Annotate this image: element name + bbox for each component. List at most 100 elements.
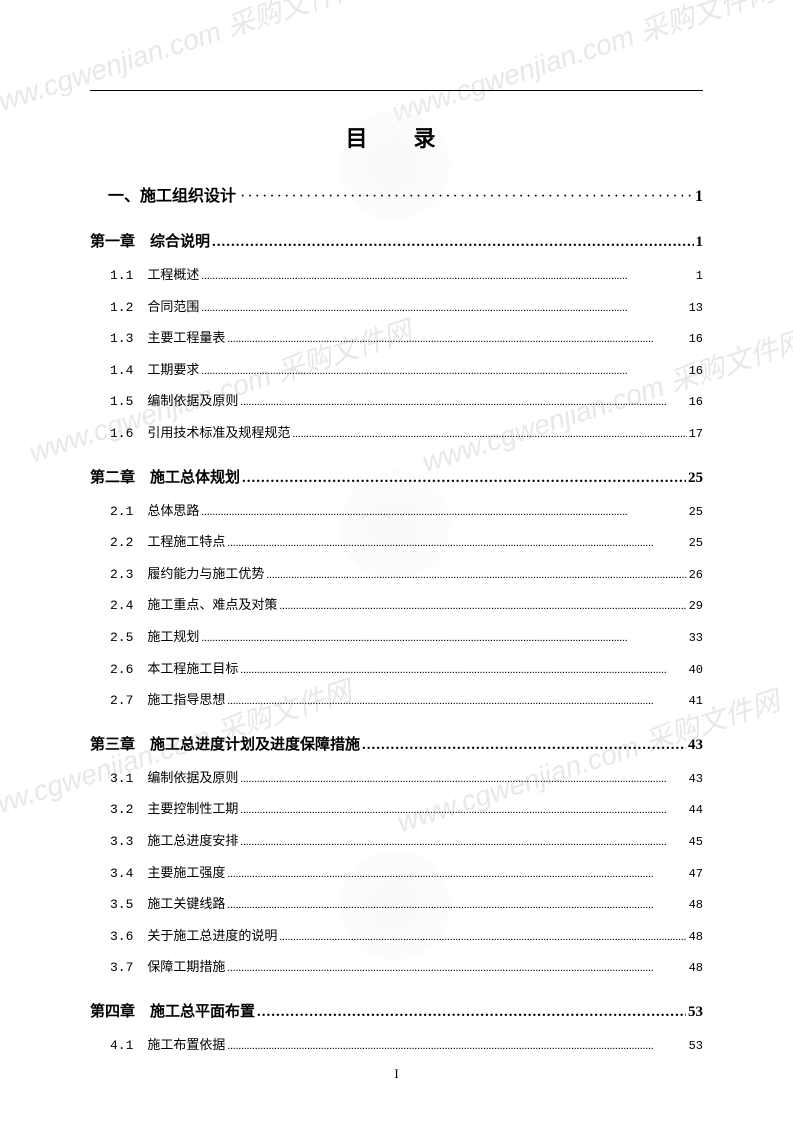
subitem-number: 2.2 bbox=[110, 529, 133, 558]
toc-chapter: 第二章 施工总体规划 .............................… bbox=[90, 463, 703, 493]
subitem-label: 主要控制性工期 bbox=[147, 795, 238, 824]
subitem-number: 3.5 bbox=[110, 891, 133, 920]
chapter-page: 43 bbox=[688, 730, 703, 760]
subitem-label: 施工布置依据 bbox=[147, 1031, 225, 1060]
subitem-number: 1.6 bbox=[110, 420, 133, 449]
subitem-page: 1 bbox=[696, 263, 703, 289]
subitem-page: 53 bbox=[689, 1033, 703, 1059]
subitem-page: 43 bbox=[689, 766, 703, 792]
toc-subitem: 2.1总体思路.................................… bbox=[90, 497, 703, 527]
subitem-label: 施工规划 bbox=[147, 623, 199, 652]
subitem-page: 47 bbox=[689, 861, 703, 887]
leader-dots: ........................................… bbox=[240, 830, 686, 854]
subitem-label: 施工总进度安排 bbox=[147, 827, 238, 856]
subitem-page: 29 bbox=[689, 593, 703, 619]
leader-dots: ........................................… bbox=[279, 925, 686, 949]
subitem-label: 施工关键线路 bbox=[147, 890, 225, 919]
leader-dots: ........................................… bbox=[240, 767, 686, 791]
toc-subitem: 4.1施工布置依据...............................… bbox=[90, 1031, 703, 1061]
toc-subitem: 2.6本工程施工目标..............................… bbox=[90, 655, 703, 685]
section-label: 一、施工组织设计 bbox=[90, 181, 236, 213]
subitem-number: 2.3 bbox=[110, 561, 133, 590]
leader-dots: ........................................… bbox=[279, 594, 686, 618]
leader-dots: ........................................… bbox=[266, 563, 686, 587]
toc-subitem: 3.4主要施工强度...............................… bbox=[90, 859, 703, 889]
leader-dots: ........................................… bbox=[227, 1034, 686, 1058]
toc-content: 目 录 一、施工组织设计 ···························… bbox=[90, 121, 703, 1060]
subitem-number: 3.3 bbox=[110, 828, 133, 857]
leader-dots: ........................................… bbox=[201, 264, 693, 288]
subitem-page: 48 bbox=[689, 892, 703, 918]
subitem-number: 3.1 bbox=[110, 765, 133, 794]
leader-dots: ........................................… bbox=[201, 296, 686, 320]
toc-subitem: 1.1工程概述.................................… bbox=[90, 261, 703, 291]
toc-subitem: 1.5编制依据及原则..............................… bbox=[90, 387, 703, 417]
subitem-page: 26 bbox=[689, 562, 703, 588]
subitem-page: 33 bbox=[689, 625, 703, 651]
subitem-page: 17 bbox=[689, 421, 703, 447]
subitem-label: 主要工程量表 bbox=[147, 324, 225, 353]
subitem-number: 1.4 bbox=[110, 357, 133, 386]
leader-dots: ········································… bbox=[240, 181, 691, 213]
toc-chapter: 第四章 施工总平面布置 ............................… bbox=[90, 997, 703, 1027]
subitem-page: 16 bbox=[689, 326, 703, 352]
subitem-number: 3.2 bbox=[110, 796, 133, 825]
subitem-label: 保障工期措施 bbox=[147, 953, 225, 982]
section-page: 1 bbox=[695, 181, 703, 213]
subitem-number: 2.7 bbox=[110, 687, 133, 716]
leader-dots: ........................................… bbox=[201, 626, 686, 650]
toc-subitem: 2.5施工规划.................................… bbox=[90, 623, 703, 653]
page-number: I bbox=[394, 1066, 398, 1082]
leader-dots: ........................................… bbox=[212, 227, 693, 257]
toc-subitem: 1.2合同范围.................................… bbox=[90, 293, 703, 323]
toc-subitem: 2.4 施工重点、难点及对策...........................… bbox=[90, 591, 703, 621]
subitem-label: 合同范围 bbox=[147, 293, 199, 322]
toc-subitem: 3.3 施工总进度安排..............................… bbox=[90, 827, 703, 857]
toc-subitem: 2.2 工程施工特点...............................… bbox=[90, 528, 703, 558]
leader-dots: ........................................… bbox=[201, 500, 686, 524]
leader-dots: ........................................… bbox=[240, 658, 686, 682]
horizontal-rule bbox=[90, 90, 703, 91]
subitem-label: 施工指导思想 bbox=[147, 686, 225, 715]
subitem-page: 25 bbox=[689, 499, 703, 525]
subitem-label: 主要施工强度 bbox=[147, 859, 225, 888]
chapter-label: 第二章 施工总体规划 bbox=[90, 463, 240, 493]
leader-dots: ........................................… bbox=[227, 862, 686, 886]
subitem-number: 1.3 bbox=[110, 325, 133, 354]
subitem-number: 3.6 bbox=[110, 923, 133, 952]
subitem-number: 2.4 bbox=[110, 592, 133, 621]
chapter-page: 53 bbox=[688, 997, 703, 1027]
toc-subitem: 3.2主要控制性工期..............................… bbox=[90, 795, 703, 825]
watermark-text: www.cgwenjian.com 采购文件网 bbox=[387, 0, 780, 131]
chapter-page: 1 bbox=[696, 227, 704, 257]
toc-section: 一、施工组织设计 ·······························… bbox=[90, 181, 703, 213]
subitem-label: 工程施工特点 bbox=[147, 528, 225, 557]
subitem-label: 施工重点、难点及对策 bbox=[147, 591, 277, 620]
subitem-page: 25 bbox=[689, 530, 703, 556]
toc-chapter: 第三章 施工总进度计划及进度保障措施 .....................… bbox=[90, 730, 703, 760]
chapter-label: 第三章 施工总进度计划及进度保障措施 bbox=[90, 730, 360, 760]
toc-subitem: 3.1 编制依据及原则..............................… bbox=[90, 764, 703, 794]
toc-subitem: 3.6 关于施工总进度的说明...........................… bbox=[90, 922, 703, 952]
leader-dots: ........................................… bbox=[227, 531, 686, 555]
subitem-label: 履约能力与施工优势 bbox=[147, 560, 264, 589]
chapter-label: 第四章 施工总平面布置 bbox=[90, 997, 255, 1027]
subitem-number: 2.1 bbox=[110, 498, 133, 527]
subitem-label: 编制依据及原则 bbox=[147, 387, 238, 416]
toc-subitem: 2.3 履约能力与施工优势............................… bbox=[90, 560, 703, 590]
subitem-label: 关于施工总进度的说明 bbox=[147, 922, 277, 951]
watermark-text: www.cgwenjian.com 采购文件网 bbox=[0, 0, 366, 126]
leader-dots: ........................................… bbox=[227, 689, 686, 713]
leader-dots: ........................................… bbox=[227, 893, 686, 917]
subitem-label: 工程概述 bbox=[147, 261, 199, 290]
subitem-label: 编制依据及原则 bbox=[147, 764, 238, 793]
toc-subitem: 2.7 施工指导思想...............................… bbox=[90, 686, 703, 716]
subitem-page: 44 bbox=[689, 797, 703, 823]
toc-subitem: 1.3主要工程量表...............................… bbox=[90, 324, 703, 354]
subitem-label: 引用技术标准及规程规范 bbox=[147, 419, 290, 448]
toc-subitem: 3.5 施工关键线路...............................… bbox=[90, 890, 703, 920]
subitem-page: 16 bbox=[689, 358, 703, 384]
subitem-page: 41 bbox=[689, 688, 703, 714]
leader-dots: ........................................… bbox=[227, 956, 686, 980]
subitem-page: 48 bbox=[689, 924, 703, 950]
